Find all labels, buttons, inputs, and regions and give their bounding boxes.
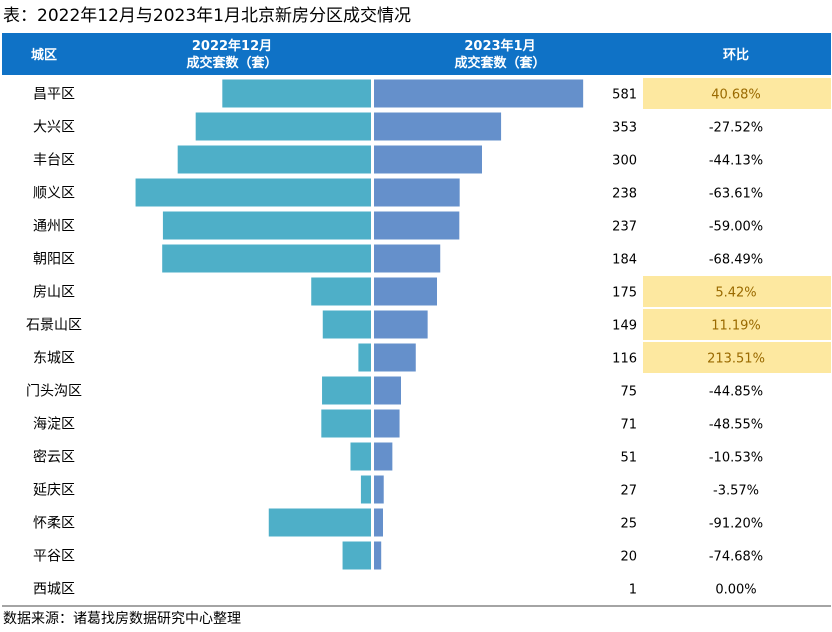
dec-bar <box>196 113 371 141</box>
header-dec-line2: 成交套数（套） <box>186 55 277 71</box>
change-value: 11.19% <box>711 319 761 334</box>
header-dec-line1: 2022年12月 <box>192 38 272 54</box>
jan-value-label: 238 <box>612 187 637 202</box>
jan-value-label: 71 <box>620 418 637 433</box>
change-value: 0.00% <box>715 583 756 598</box>
district-label: 朝阳区 <box>33 252 75 268</box>
change-value: -27.52% <box>709 121 763 136</box>
change-value: -44.13% <box>709 154 763 169</box>
dec-bar <box>222 80 371 108</box>
header-jan-line2: 成交套数（套） <box>454 55 545 71</box>
jan-value-label: 25 <box>620 517 637 532</box>
jan-value-label: 237 <box>612 220 637 235</box>
district-label: 房山区 <box>33 285 75 301</box>
change-value: -91.20% <box>709 517 763 532</box>
dec-bar <box>269 509 371 537</box>
table-rows: 昌平区 581 40.68% 大兴区 353 -27.52% 丰台区 300 -44.13% 顺义… <box>26 78 831 598</box>
district-label: 延庆区 <box>33 483 75 499</box>
dec-bar <box>343 542 371 570</box>
district-label: 丰台区 <box>33 153 75 169</box>
jan-bar <box>374 509 383 537</box>
table-header-bg <box>2 33 831 75</box>
jan-bar <box>374 146 482 174</box>
dec-bar <box>323 311 371 339</box>
district-label: 海淀区 <box>33 417 75 433</box>
change-value: -59.00% <box>709 220 763 235</box>
change-value: -10.53% <box>709 451 763 466</box>
change-value: 5.42% <box>715 286 756 301</box>
district-label: 东城区 <box>33 351 75 367</box>
dec-bar <box>162 245 371 273</box>
jan-value-label: 353 <box>612 121 637 136</box>
change-value: -63.61% <box>709 187 763 202</box>
district-label: 顺义区 <box>33 186 75 202</box>
jan-value-label: 300 <box>612 154 637 169</box>
dec-bar <box>163 212 371 240</box>
jan-bar <box>374 179 460 207</box>
change-value: -48.55% <box>709 418 763 433</box>
jan-bar <box>374 245 440 273</box>
change-value: -3.57% <box>713 484 759 499</box>
jan-bar <box>374 278 437 306</box>
jan-value-label: 581 <box>612 88 637 103</box>
district-label: 石景山区 <box>26 318 82 334</box>
jan-value-label: 20 <box>620 550 637 565</box>
dec-bar <box>350 443 371 471</box>
change-value: -74.68% <box>709 550 763 565</box>
jan-value-label: 149 <box>612 319 637 334</box>
dec-bar <box>322 377 371 405</box>
jan-value-label: 116 <box>612 352 637 367</box>
jan-bar <box>374 377 401 405</box>
dec-bar <box>321 410 371 438</box>
change-value: 40.68% <box>711 88 761 103</box>
district-label: 密云区 <box>33 449 75 466</box>
jan-value-label: 184 <box>612 253 637 268</box>
change-value: -44.85% <box>709 385 763 400</box>
district-label: 通州区 <box>33 219 75 235</box>
header-district: 城区 <box>31 47 57 63</box>
dec-bar <box>361 476 371 504</box>
jan-value-label: 75 <box>620 385 637 400</box>
dec-bar <box>178 146 371 174</box>
district-label: 西城区 <box>33 582 75 598</box>
dec-bar <box>136 179 371 207</box>
district-label: 平谷区 <box>33 549 75 565</box>
jan-bar <box>374 344 416 372</box>
jan-value-label: 51 <box>620 451 637 466</box>
source-note: 数据来源：诸葛找房数据研究中心整理 <box>3 610 241 628</box>
header-change: 环比 <box>723 47 749 63</box>
jan-bar <box>374 542 381 570</box>
jan-bar <box>374 311 428 339</box>
jan-bar <box>374 212 459 240</box>
jan-value-label: 27 <box>620 484 637 499</box>
change-value: 213.51% <box>707 352 765 367</box>
dec-bar <box>358 344 371 372</box>
jan-bar <box>374 113 501 141</box>
district-label: 昌平区 <box>33 87 75 103</box>
dec-bar <box>311 278 371 306</box>
jan-value-label: 175 <box>612 286 637 301</box>
jan-value-label: 1 <box>629 583 637 598</box>
header-jan-line1: 2023年1月 <box>464 38 535 54</box>
district-label: 怀柔区 <box>33 516 75 532</box>
change-value: -68.49% <box>709 253 763 268</box>
jan-bar <box>374 80 583 108</box>
district-label: 门头沟区 <box>26 384 82 400</box>
jan-bar <box>374 443 392 471</box>
district-label: 大兴区 <box>33 120 75 136</box>
jan-bar <box>374 476 384 504</box>
jan-bar <box>374 410 400 438</box>
